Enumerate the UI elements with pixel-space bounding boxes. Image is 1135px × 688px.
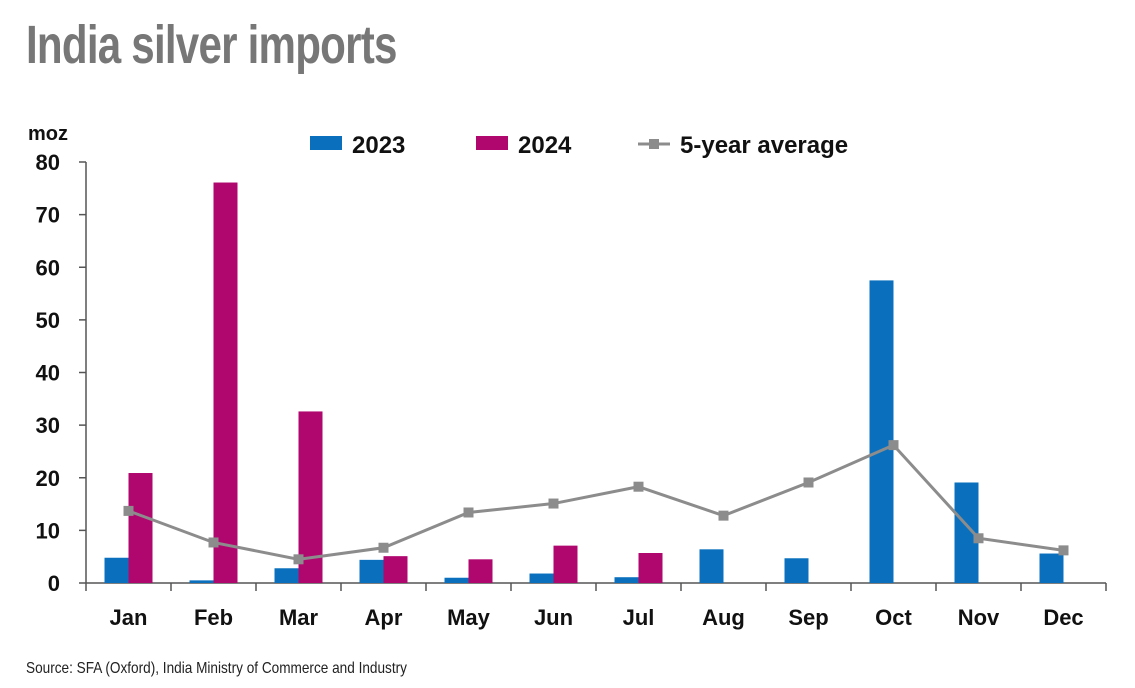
x-tick-label: Sep — [788, 605, 828, 630]
legend-swatch-marker — [649, 139, 659, 149]
legend-label-2023: 2023 — [352, 132, 405, 159]
x-axis: Jan Feb Mar Apr May Jun Jul Aug Sep Oct Nov Dec — [85, 582, 1107, 630]
bars — [104, 182, 1064, 583]
bar-2023-Aug — [699, 549, 724, 583]
point-May — [463, 507, 474, 518]
legend: 2023 2024 5-year average — [310, 132, 848, 159]
bar-2023-Feb — [189, 580, 214, 583]
point-Sep — [803, 477, 814, 488]
y-axis: 0 10 20 30 40 50 60 70 80 moz — [28, 123, 87, 596]
x-tick-label: Aug — [702, 605, 745, 630]
x-tick-label: Feb — [194, 605, 233, 630]
legend-label-average: 5-year average — [680, 132, 848, 159]
x-tick-label: Jan — [110, 605, 148, 630]
y-tick-label: 0 — [48, 571, 60, 596]
x-tick-label: Apr — [365, 605, 403, 630]
bar-2024-Apr — [383, 556, 408, 583]
legend-label-2024: 2024 — [518, 132, 572, 159]
point-Mar — [293, 554, 304, 565]
bar-2024-Jun — [553, 545, 578, 583]
point-Dec — [1058, 545, 1069, 556]
bar-2024-May — [468, 559, 493, 583]
y-tick-label: 80 — [36, 150, 60, 175]
bar-2023-May — [444, 577, 469, 583]
x-tick-label: Oct — [875, 605, 912, 630]
x-tick-label: Jul — [623, 605, 655, 630]
line-5-year average — [127, 443, 1064, 561]
bar-2023-Apr — [359, 559, 384, 583]
point-Jul — [633, 481, 644, 492]
point-Oct — [888, 440, 899, 451]
x-tick-label: May — [447, 605, 491, 630]
bar-2023-Mar — [274, 568, 299, 583]
average-line — [123, 440, 1069, 565]
y-tick-label: 50 — [36, 308, 60, 333]
x-tick-label: Jun — [534, 605, 573, 630]
point-Aug — [718, 510, 729, 521]
point-Jun — [548, 498, 559, 509]
y-tick-label: 60 — [36, 255, 60, 280]
point-Apr — [378, 542, 389, 553]
chart-title: India silver imports — [26, 15, 397, 75]
bar-2024-Feb — [213, 182, 238, 583]
point-Jan — [123, 505, 134, 516]
bar-2024-Jan — [128, 473, 153, 583]
y-unit-label: moz — [28, 123, 68, 145]
bar-2023-Jul — [614, 577, 639, 583]
bar-2023-Dec — [1039, 553, 1064, 583]
y-tick-label: 70 — [36, 203, 60, 228]
y-tick-label: 40 — [36, 361, 60, 386]
x-tick-label: Nov — [958, 605, 1000, 630]
bar-2023-Jan — [104, 557, 129, 583]
y-tick-label: 20 — [36, 466, 60, 491]
legend-swatch-2024 — [476, 136, 508, 150]
bar-2023-Jun — [529, 573, 554, 583]
legend-swatch-2023 — [310, 136, 342, 150]
bar-2024-Jul — [638, 553, 663, 583]
y-tick-label: 30 — [36, 413, 60, 438]
y-tick-label: 10 — [36, 518, 60, 543]
bar-2023-Sep — [784, 558, 809, 583]
source-note: Source: SFA (Oxford), India Ministry of … — [26, 660, 407, 677]
x-tick-label: Mar — [279, 605, 319, 630]
point-Feb — [208, 537, 219, 548]
x-tick-label: Dec — [1043, 605, 1083, 630]
bar-2023-Oct — [869, 280, 894, 583]
point-Nov — [973, 533, 984, 544]
